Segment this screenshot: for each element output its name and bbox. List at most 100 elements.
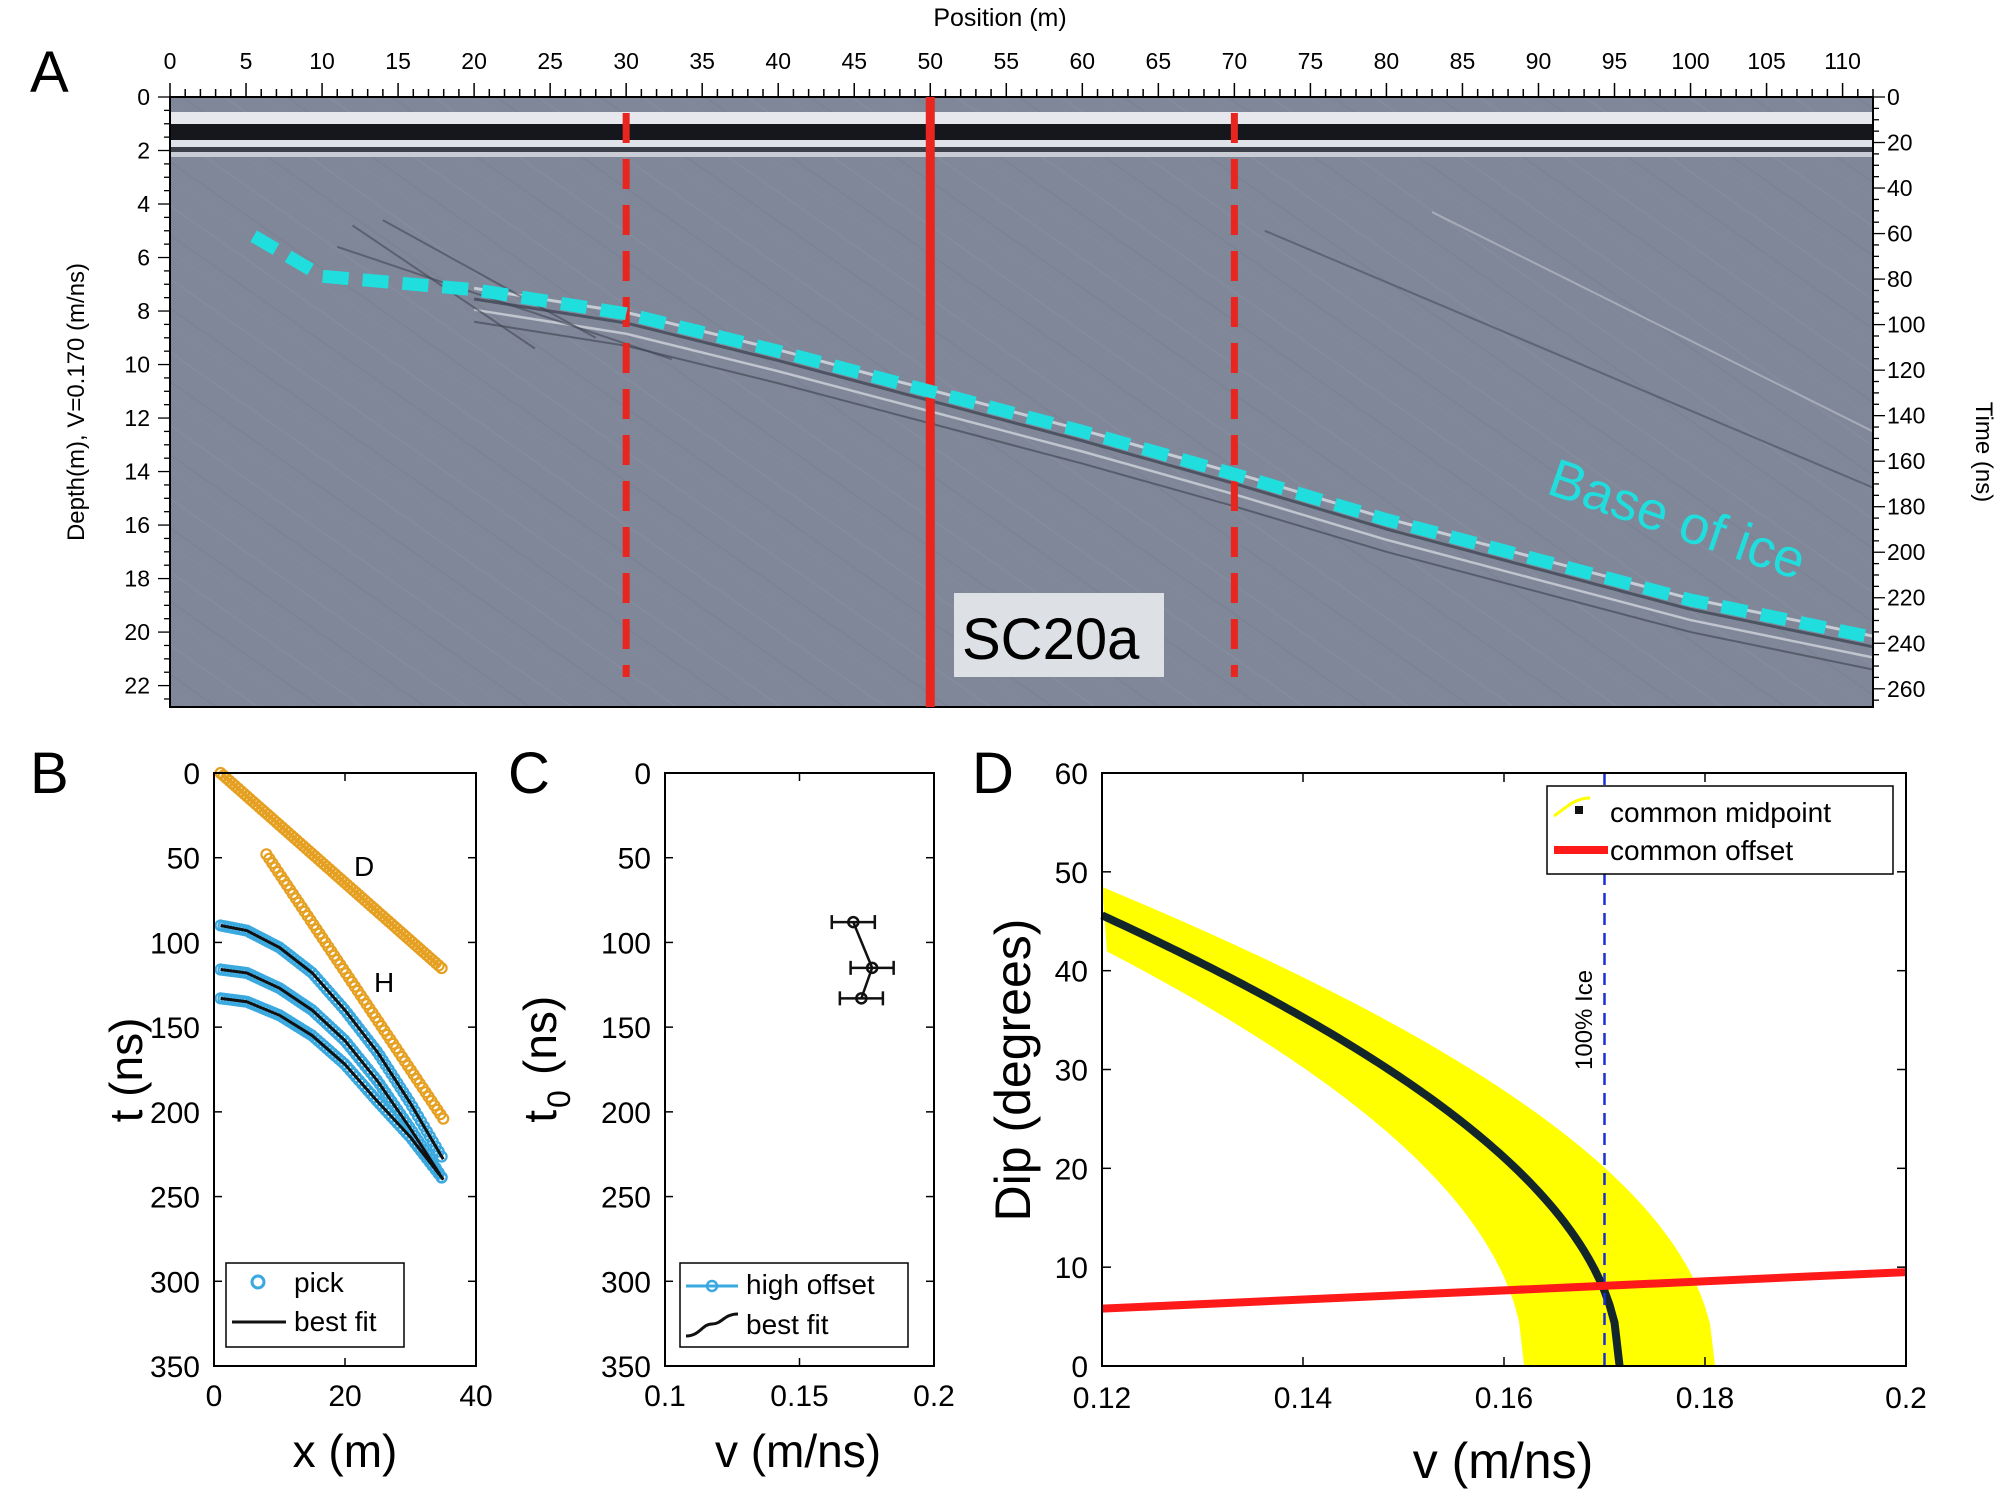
legend-best-fit-marker bbox=[685, 1312, 739, 1338]
b-ytick-label: 250 bbox=[150, 1182, 200, 1215]
b-pick-marker bbox=[355, 1077, 369, 1090]
c-ytick-label: 350 bbox=[601, 1351, 651, 1384]
c-xtick-label: 0.15 bbox=[770, 1380, 828, 1413]
top-tick-label: 105 bbox=[1747, 48, 1785, 74]
top-tick-label: 0 bbox=[164, 48, 177, 74]
b-ytick-label: 300 bbox=[150, 1266, 200, 1299]
b-ytick-label: 350 bbox=[150, 1351, 200, 1384]
legend-pick-marker bbox=[250, 1274, 266, 1290]
legend-cmp-label: common midpoint bbox=[1610, 797, 1831, 828]
panel-b-ylabel: t (ns) bbox=[100, 1018, 152, 1123]
surface-reflection-light bbox=[170, 112, 1873, 125]
b-pick-marker bbox=[367, 1091, 380, 1104]
top-tick-label: 35 bbox=[689, 48, 715, 74]
left-tick-label: 18 bbox=[124, 566, 150, 592]
b-pick-marker bbox=[335, 999, 348, 1013]
left-tick-label: 22 bbox=[124, 673, 150, 699]
b-pick-marker bbox=[308, 969, 321, 983]
panel-letter-b: B bbox=[30, 741, 69, 806]
left-tick-label: 20 bbox=[124, 619, 150, 645]
right-tick-label: 240 bbox=[1887, 630, 1925, 656]
right-tick-label: 80 bbox=[1887, 266, 1913, 292]
legend-cmp-marker bbox=[1553, 796, 1591, 818]
panel-c-plot: 0.1 0.15 0.2 0 50 100 150 200 250 300 350 bbox=[601, 758, 955, 1413]
axis-title-right: Time (ns) bbox=[1970, 402, 1997, 502]
b-direct-marker bbox=[432, 959, 445, 972]
top-tick-label: 10 bbox=[309, 48, 335, 74]
panel-letter-a: A bbox=[30, 40, 69, 105]
panel-d-legend-box bbox=[1546, 785, 1894, 875]
legend-co-label: common offset bbox=[1610, 835, 1793, 866]
c-xtick-label: 0.1 bbox=[644, 1380, 686, 1413]
top-tick-label: 70 bbox=[1222, 48, 1248, 74]
panel-a-markers bbox=[622, 97, 1238, 707]
d-ytick-label: 50 bbox=[1055, 857, 1088, 890]
b-xtick-label: 40 bbox=[459, 1380, 492, 1413]
b-ytick-label: 50 bbox=[167, 843, 200, 876]
b-direct-marker bbox=[435, 961, 448, 975]
b-pick-marker bbox=[314, 976, 327, 989]
legend-best-fit-c-label: best fit bbox=[746, 1309, 829, 1340]
base-reflector-trace bbox=[473, 320, 1874, 671]
dipping-reflector bbox=[1431, 211, 1874, 433]
panel-c-frame bbox=[664, 772, 935, 1367]
diffraction-trace bbox=[382, 219, 597, 339]
c-best-fit-line bbox=[852, 921, 874, 999]
base-reflector-trace bbox=[473, 308, 1874, 659]
b-pick-marker bbox=[361, 1084, 375, 1097]
panel-c-legend: high offset best fit bbox=[679, 1262, 909, 1348]
c-ytick-label: 100 bbox=[601, 927, 651, 960]
b-pick-marker bbox=[320, 983, 333, 996]
right-tick-label: 260 bbox=[1887, 676, 1925, 702]
b-pick-marker bbox=[352, 1074, 366, 1087]
panel-letter-d: D bbox=[972, 741, 1014, 806]
top-tick-label: 15 bbox=[385, 48, 411, 74]
d-ytick-label: 0 bbox=[1071, 1351, 1088, 1384]
b-pick-marker bbox=[350, 1070, 363, 1084]
d-xtick-label: 0.18 bbox=[1676, 1382, 1734, 1415]
axis-title-top: Position (m) bbox=[933, 4, 1066, 32]
surface-reflection-dark bbox=[170, 124, 1873, 140]
b-pick-marker bbox=[435, 1171, 448, 1184]
surface-reflection-light-3 bbox=[170, 152, 1873, 157]
left-tick-label: 16 bbox=[124, 512, 150, 538]
right-tick-label: 60 bbox=[1887, 221, 1913, 247]
b-pick-marker bbox=[329, 993, 342, 1006]
panel-b-label-h: H bbox=[374, 967, 394, 998]
base-of-ice-line bbox=[250, 230, 1875, 644]
panel-a: 0 5 10 15 20 25 30 35 40 45 50 55 60 65 70 75 80 85 90 95 10… bbox=[63, 4, 1997, 708]
legend-pick-label: pick bbox=[294, 1267, 345, 1298]
panel-b-legend: pick best fit bbox=[225, 1262, 405, 1348]
right-tick-label: 40 bbox=[1887, 175, 1913, 201]
b-pick-marker bbox=[435, 1150, 448, 1163]
d-xtick-label: 0.16 bbox=[1475, 1382, 1533, 1415]
top-tick-label: 20 bbox=[461, 48, 487, 74]
c-ytick-label: 300 bbox=[601, 1266, 651, 1299]
top-tick-label: 80 bbox=[1374, 48, 1400, 74]
d-xtick-label: 0.14 bbox=[1274, 1382, 1332, 1415]
top-tick-label: 25 bbox=[537, 48, 563, 74]
panel-letter-c: C bbox=[508, 741, 550, 806]
top-tick-label: 95 bbox=[1602, 48, 1628, 74]
right-tick-label: 120 bbox=[1887, 357, 1925, 383]
panel-d-plot: 0.12 0.14 0.16 0.18 0.2 0 10 20 30 40 50 60 bbox=[1055, 758, 1927, 1415]
panel-b-xlabel: x (m) bbox=[293, 1425, 398, 1477]
top-tick-label: 45 bbox=[841, 48, 867, 74]
b-direct-marker bbox=[437, 1112, 450, 1125]
top-tick-label: 65 bbox=[1146, 48, 1172, 74]
panel-d: 0.12 0.14 0.16 0.18 0.2 0 10 20 30 40 50 60 100% Ic… bbox=[985, 758, 1927, 1489]
left-tick-label: 14 bbox=[124, 459, 150, 485]
panel-b-label-d: D bbox=[354, 851, 374, 882]
panel-b-plot: 0 20 40 0 50 100 150 200 250 300 350 bbox=[150, 758, 493, 1413]
left-tick-label: 4 bbox=[137, 191, 150, 217]
left-tick-label: 10 bbox=[124, 352, 150, 378]
c-ytick-label: 200 bbox=[601, 1097, 651, 1130]
c-xtick-label: 0.2 bbox=[913, 1380, 955, 1413]
b-xtick-label: 20 bbox=[328, 1380, 361, 1413]
left-tick-label: 6 bbox=[137, 245, 150, 271]
surface-reflection-dark-2 bbox=[170, 147, 1873, 152]
d-xtick-label: 0.12 bbox=[1073, 1382, 1131, 1415]
b-pick-marker bbox=[338, 1033, 351, 1047]
b-pick-marker bbox=[332, 996, 345, 1009]
